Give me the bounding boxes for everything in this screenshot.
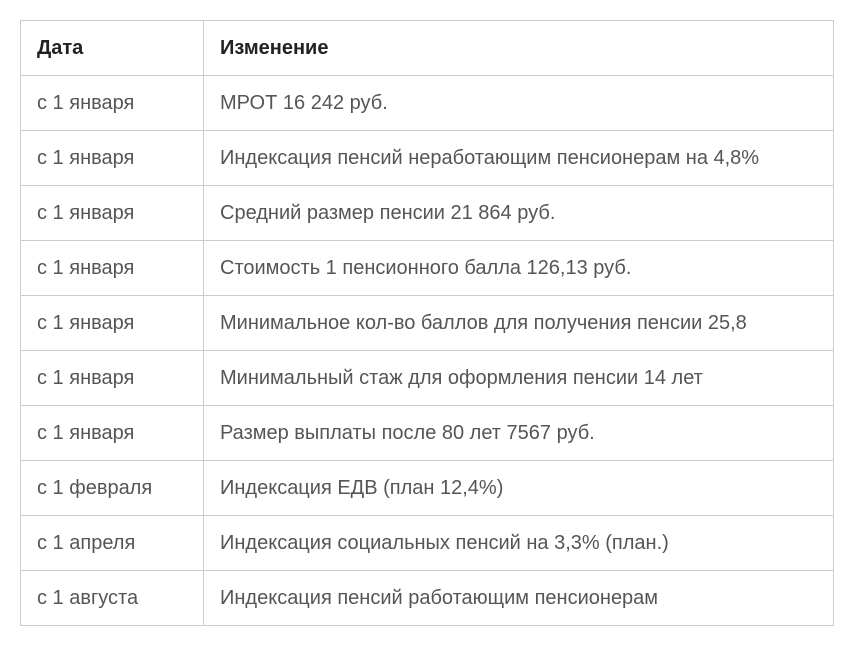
- table-row: с 1 января Минимальный стаж для оформлен…: [21, 351, 834, 406]
- table-row: с 1 января МРОТ 16 242 руб.: [21, 76, 834, 131]
- cell-date: с 1 января: [21, 186, 204, 241]
- cell-change: Минимальное кол-во баллов для получения …: [204, 296, 834, 351]
- table-row: с 1 января Размер выплаты после 80 лет 7…: [21, 406, 834, 461]
- cell-date: с 1 января: [21, 296, 204, 351]
- pension-changes-table: Дата Изменение с 1 января МРОТ 16 242 ру…: [20, 20, 834, 626]
- cell-date: с 1 февраля: [21, 461, 204, 516]
- cell-change: Размер выплаты после 80 лет 7567 руб.: [204, 406, 834, 461]
- cell-date: с 1 января: [21, 241, 204, 296]
- cell-date: с 1 апреля: [21, 516, 204, 571]
- cell-change: Индексация социальных пенсий на 3,3% (пл…: [204, 516, 834, 571]
- cell-date: с 1 января: [21, 76, 204, 131]
- cell-change: Индексация пенсий работающим пенсионерам: [204, 571, 834, 626]
- column-header-change: Изменение: [204, 21, 834, 76]
- cell-change: Минимальный стаж для оформления пенсии 1…: [204, 351, 834, 406]
- cell-change: Стоимость 1 пенсионного балла 126,13 руб…: [204, 241, 834, 296]
- table-row: с 1 февраля Индексация ЕДВ (план 12,4%): [21, 461, 834, 516]
- table-row: с 1 января Стоимость 1 пенсионного балла…: [21, 241, 834, 296]
- table-row: с 1 января Индексация пенсий неработающи…: [21, 131, 834, 186]
- cell-date: с 1 января: [21, 131, 204, 186]
- column-header-date: Дата: [21, 21, 204, 76]
- cell-change: Индексация пенсий неработающим пенсионер…: [204, 131, 834, 186]
- cell-date: с 1 августа: [21, 571, 204, 626]
- table-row: с 1 января Средний размер пенсии 21 864 …: [21, 186, 834, 241]
- cell-change: Индексация ЕДВ (план 12,4%): [204, 461, 834, 516]
- table-row: с 1 января Минимальное кол-во баллов для…: [21, 296, 834, 351]
- cell-change: МРОТ 16 242 руб.: [204, 76, 834, 131]
- table-header-row: Дата Изменение: [21, 21, 834, 76]
- cell-date: с 1 января: [21, 406, 204, 461]
- cell-date: с 1 января: [21, 351, 204, 406]
- table-row: с 1 апреля Индексация социальных пенсий …: [21, 516, 834, 571]
- table-row: с 1 августа Индексация пенсий работающим…: [21, 571, 834, 626]
- cell-change: Средний размер пенсии 21 864 руб.: [204, 186, 834, 241]
